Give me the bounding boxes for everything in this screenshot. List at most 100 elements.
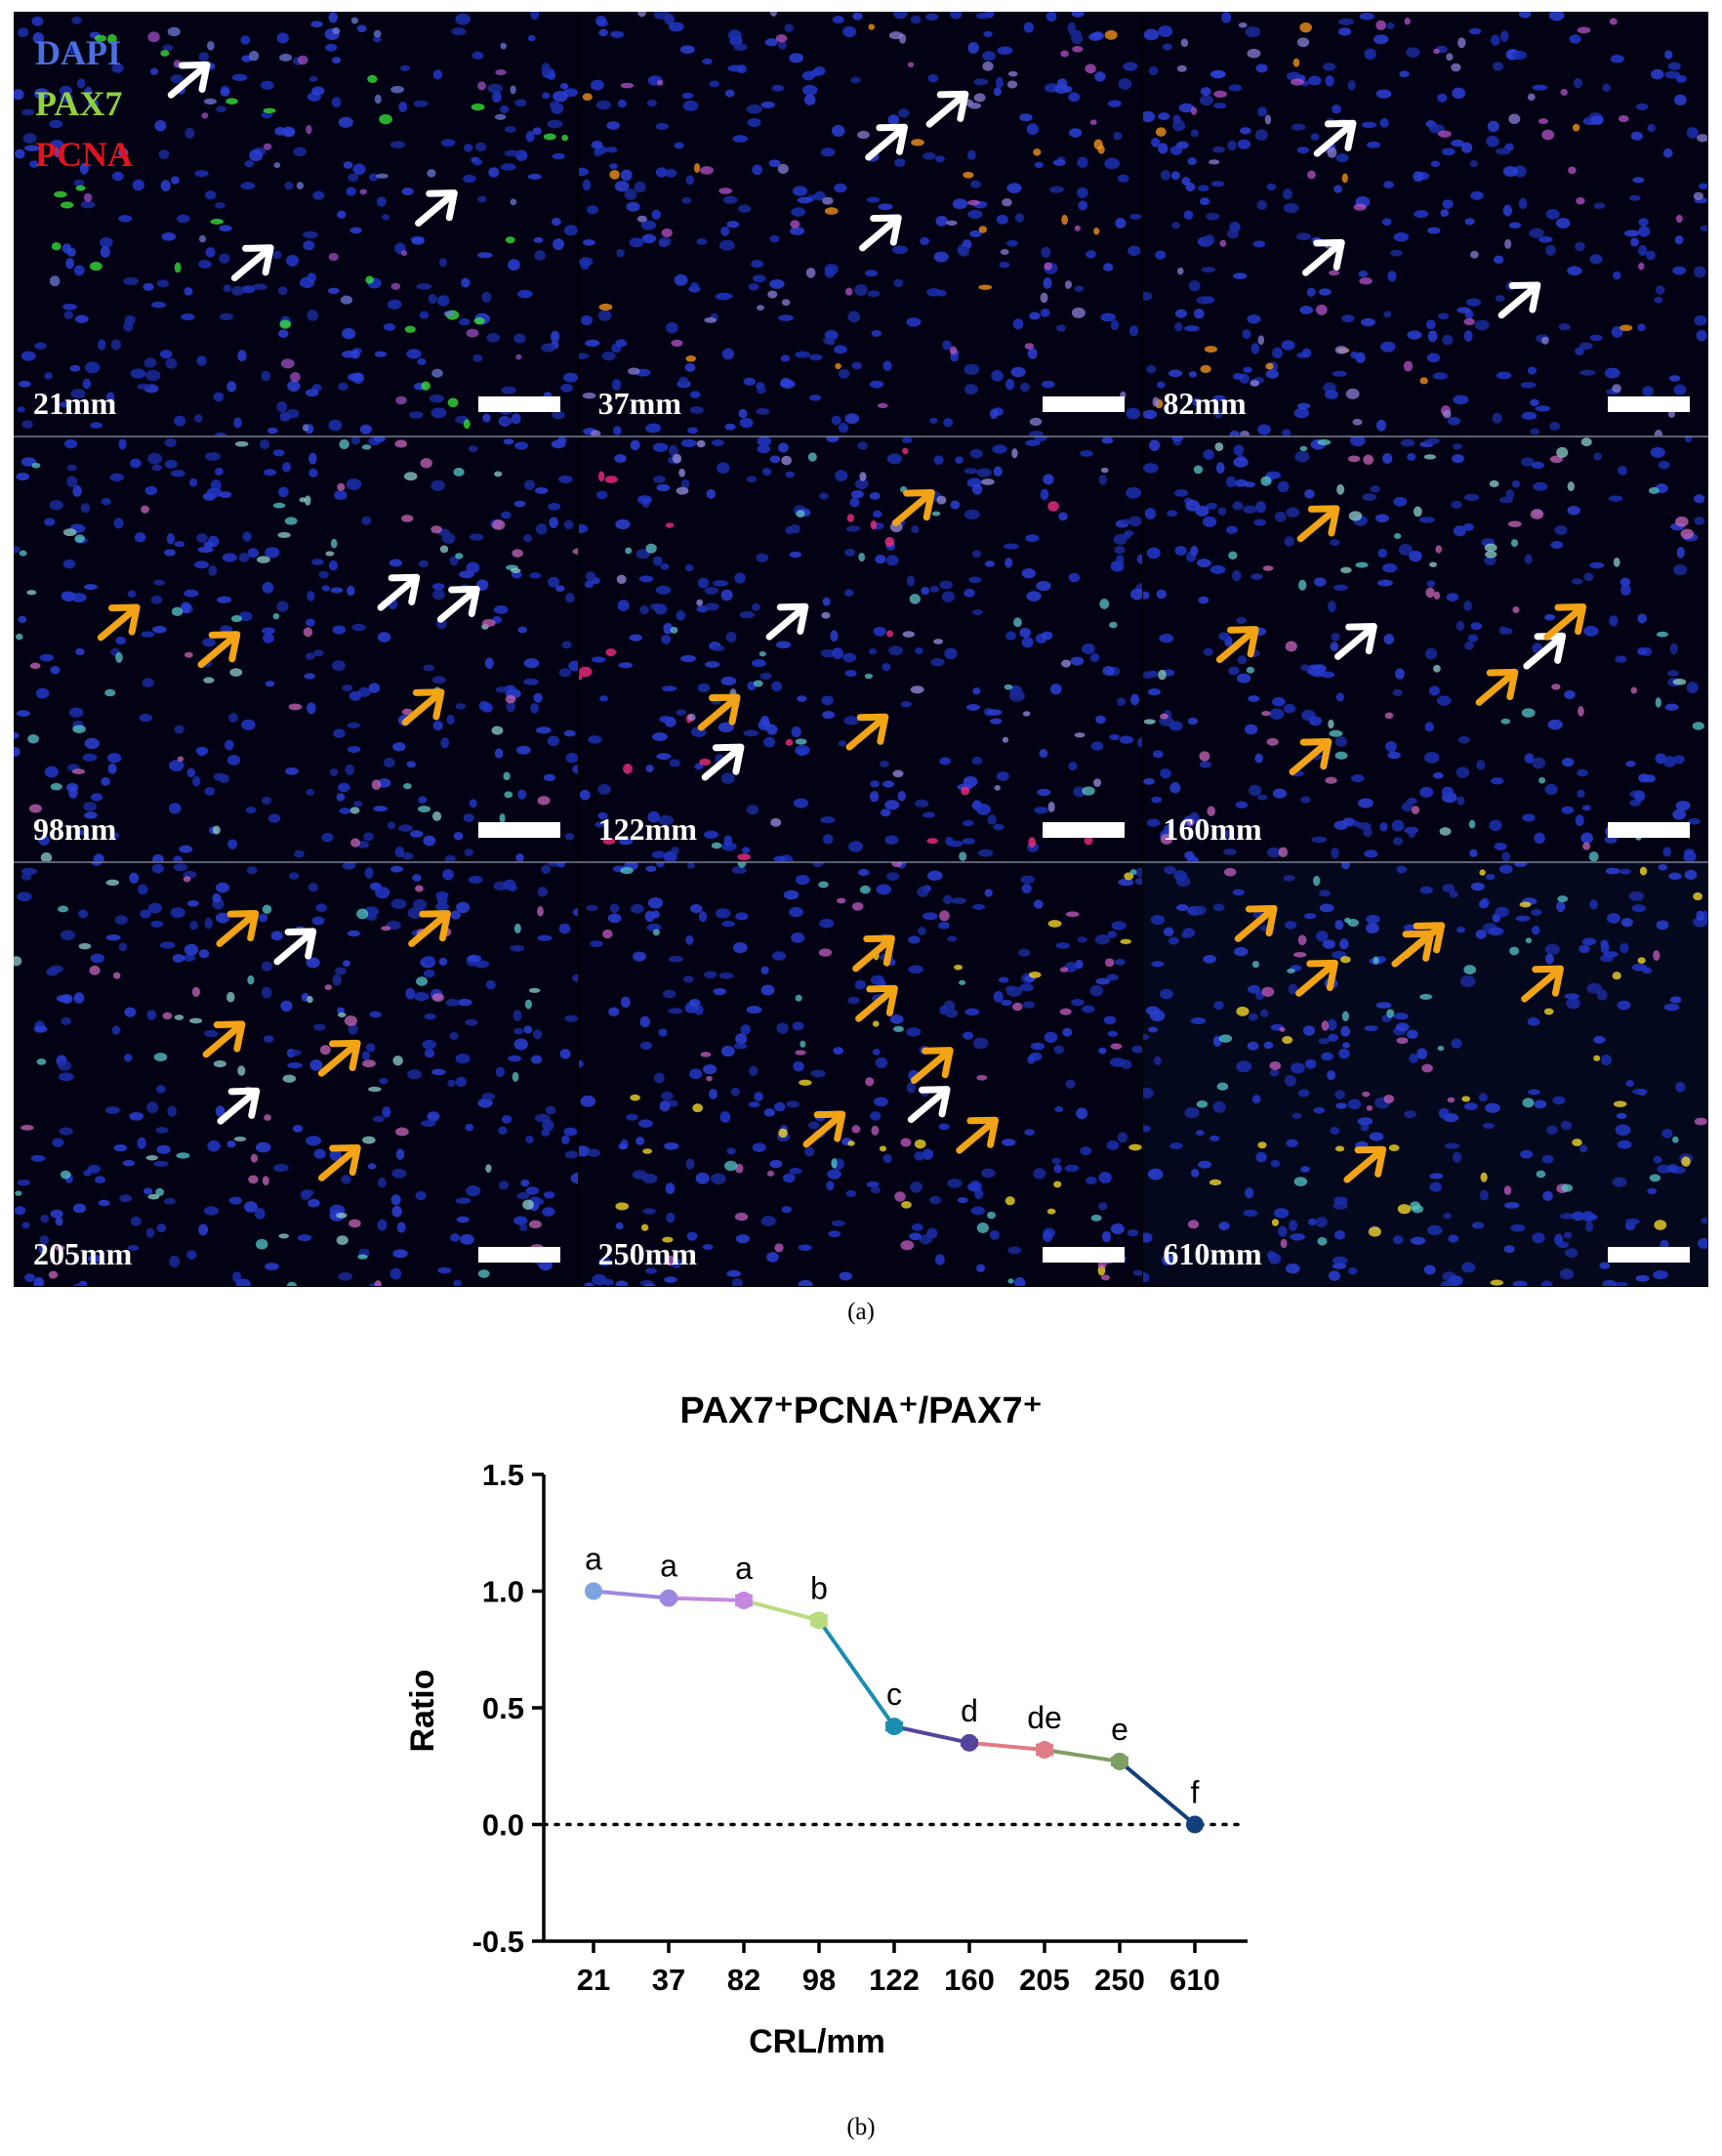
micrograph-image bbox=[1143, 861, 1707, 1286]
x-tick-label: 205 bbox=[1019, 1963, 1070, 1997]
series-segment bbox=[743, 1598, 820, 1623]
panel-label: 122mm bbox=[597, 810, 697, 847]
micrograph-image bbox=[1143, 436, 1705, 861]
orange-arrow-icon bbox=[802, 1110, 845, 1148]
series-segment bbox=[1118, 1760, 1197, 1827]
series-segment bbox=[893, 1724, 970, 1745]
scale-bar bbox=[477, 1246, 560, 1263]
channel-legend: DAPI PAX7 PCNA bbox=[35, 27, 133, 180]
data-point-205 bbox=[1036, 1741, 1053, 1760]
white-arrow-icon bbox=[907, 1085, 951, 1123]
panel-label: 250mm bbox=[597, 1235, 697, 1271]
y-tick-label: 1.0 bbox=[482, 1575, 524, 1609]
micrograph-panel-205mm: 205mm bbox=[14, 861, 578, 1286]
scale-bar bbox=[1607, 821, 1690, 838]
scale-bar bbox=[1043, 1246, 1126, 1263]
white-arrow-icon bbox=[1497, 281, 1541, 319]
x-tick-label: 21 bbox=[577, 1963, 610, 1997]
significance-letter: a bbox=[735, 1551, 753, 1586]
micrograph-panel-250mm: 250mm bbox=[578, 861, 1143, 1286]
orange-arrow-icon bbox=[317, 1143, 361, 1182]
orange-arrow-icon bbox=[1343, 1145, 1387, 1183]
panel-divider bbox=[14, 435, 1708, 438]
y-axis-label: Ratio bbox=[404, 1670, 441, 1753]
caption-b: (b) bbox=[846, 2114, 876, 2140]
orange-arrow-icon bbox=[1521, 965, 1565, 1003]
micrograph-image bbox=[578, 861, 1143, 1286]
orange-arrow-icon bbox=[97, 603, 141, 642]
micrograph-panel-98mm: 98mm bbox=[14, 436, 578, 861]
significance-letter: a bbox=[660, 1549, 677, 1584]
series-segment bbox=[668, 1596, 745, 1603]
white-arrow-icon bbox=[1334, 623, 1378, 661]
orange-arrow-icon bbox=[202, 1020, 246, 1057]
scale-bar bbox=[1607, 1246, 1690, 1263]
panel-label: 98mm bbox=[33, 810, 117, 847]
white-arrow-icon bbox=[858, 214, 902, 252]
micrograph-grid: 21mm 37mm 82mm 98mm 122mm 160mm 205mm 250mm 610m… bbox=[14, 12, 1708, 1287]
y-tick-label: 0.5 bbox=[482, 1691, 524, 1725]
white-arrow-icon bbox=[230, 244, 274, 282]
micrograph-panel-82mm: 82mm bbox=[1143, 12, 1707, 436]
series-segment bbox=[968, 1740, 1046, 1753]
orange-arrow-icon bbox=[197, 631, 241, 669]
micrograph-panel-160mm: 160mm bbox=[1143, 436, 1707, 861]
panel-label: 610mm bbox=[1163, 1235, 1262, 1271]
series-segment bbox=[817, 1619, 896, 1728]
data-point-82 bbox=[735, 1592, 753, 1610]
orange-arrow-icon bbox=[910, 1046, 954, 1084]
orange-arrow-icon bbox=[851, 934, 895, 972]
legend-item-dapi: DAPI bbox=[35, 33, 121, 72]
white-arrow-icon bbox=[1523, 633, 1567, 670]
micrograph-image bbox=[14, 12, 578, 436]
orange-arrow-icon bbox=[1216, 626, 1259, 664]
white-arrow-icon bbox=[864, 123, 908, 161]
orange-arrow-icon bbox=[1543, 603, 1587, 642]
micrograph-image bbox=[578, 436, 1143, 861]
white-arrow-icon bbox=[701, 743, 745, 781]
x-tick-label: 160 bbox=[944, 1963, 995, 1997]
orange-arrow-icon bbox=[1475, 669, 1519, 707]
y-tick-label: 1.5 bbox=[482, 1458, 524, 1492]
orange-arrow-icon bbox=[401, 688, 445, 726]
white-arrow-icon bbox=[377, 574, 421, 611]
orange-arrow-icon bbox=[1295, 959, 1339, 997]
orange-arrow-icon bbox=[854, 984, 898, 1022]
orange-arrow-icon bbox=[317, 1039, 361, 1077]
chart-title: PAX7⁺PCNA⁺/PAX7⁺ bbox=[679, 1390, 1042, 1431]
orange-arrow-icon bbox=[1235, 904, 1278, 942]
white-arrow-icon bbox=[217, 1087, 261, 1125]
orange-arrow-icon bbox=[1289, 738, 1332, 776]
data-point-250 bbox=[1111, 1752, 1128, 1770]
orange-arrow-icon bbox=[845, 713, 889, 751]
series-segment bbox=[1044, 1748, 1121, 1763]
significance-letter: e bbox=[1111, 1712, 1128, 1747]
orange-arrow-icon bbox=[1296, 505, 1340, 543]
micrograph-panel-122mm: 122mm bbox=[578, 436, 1143, 861]
significance-letter: de bbox=[1027, 1700, 1062, 1735]
data-point-37 bbox=[660, 1589, 677, 1607]
orange-arrow-icon bbox=[891, 489, 935, 527]
y-tick-label: 0.0 bbox=[482, 1808, 524, 1843]
white-arrow-icon bbox=[925, 90, 968, 128]
scale-bar bbox=[1043, 396, 1126, 413]
scale-bar bbox=[1043, 821, 1126, 838]
panel-divider bbox=[14, 860, 1708, 863]
panel-label: 205mm bbox=[33, 1235, 133, 1271]
white-arrow-icon bbox=[765, 603, 809, 641]
significance-letter: b bbox=[810, 1570, 828, 1605]
micrograph-image bbox=[578, 12, 1141, 436]
legend-item-pax7: PAX7 bbox=[35, 84, 123, 123]
white-arrow-icon bbox=[1302, 238, 1346, 276]
orange-arrow-icon bbox=[955, 1116, 999, 1154]
panel-label: 160mm bbox=[1163, 810, 1262, 847]
scale-bar bbox=[477, 821, 560, 838]
scale-bar bbox=[477, 396, 560, 413]
micrograph-panel-37mm: 37mm bbox=[578, 12, 1143, 436]
ratio-line-chart: PAX7⁺PCNA⁺/PAX7⁺ 1.5 1.0 0.5 0.0 -0.5 21 37 82 9… bbox=[404, 1390, 1248, 2060]
x-tick-label: 37 bbox=[652, 1963, 685, 1997]
micrograph-panel-21mm: 21mm bbox=[14, 12, 578, 436]
y-tick-label: -0.5 bbox=[472, 1925, 524, 1959]
white-arrow-icon bbox=[167, 61, 211, 99]
data-point-21 bbox=[585, 1582, 602, 1600]
